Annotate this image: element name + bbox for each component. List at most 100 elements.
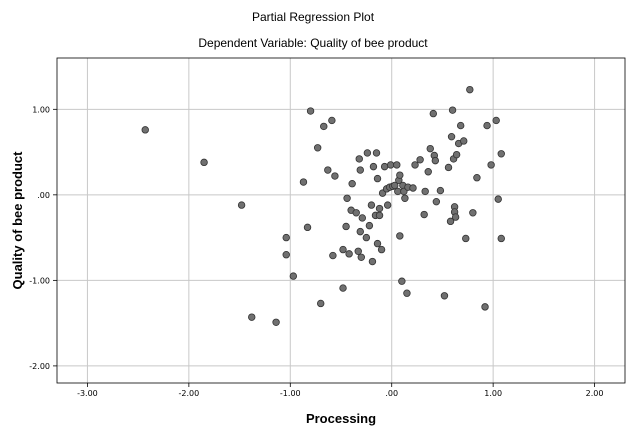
- data-point: [473, 174, 481, 182]
- data-point: [460, 137, 468, 145]
- data-point: [354, 247, 362, 255]
- data-point: [481, 303, 489, 311]
- data-point: [456, 121, 465, 130]
- data-point: [352, 209, 360, 217]
- data-point: [355, 155, 363, 163]
- y-tick-label: .00: [37, 191, 50, 200]
- data-point: [369, 162, 378, 171]
- data-point: [431, 156, 440, 165]
- data-point: [469, 209, 477, 217]
- data-point: [358, 214, 366, 222]
- data-point: [426, 144, 434, 153]
- x-tick-label: -1.00: [280, 389, 301, 398]
- data-point: [373, 239, 382, 248]
- data-point: [451, 213, 460, 221]
- data-point: [452, 150, 461, 159]
- data-point: [393, 161, 401, 169]
- axis-ticks: -3.00 -2.00 -1.00 .00 1.00 2.00 1.00 .00 -1.00 -2…: [29, 105, 603, 398]
- y-axis-title: Quality of bee product: [10, 151, 25, 290]
- data-point: [411, 161, 419, 169]
- data-point: [282, 251, 290, 259]
- data-point: [497, 234, 505, 243]
- data-point: [387, 161, 395, 169]
- data-point: [328, 116, 336, 125]
- data-point: [494, 195, 502, 203]
- data-point: [375, 204, 384, 213]
- data-point: [440, 292, 449, 300]
- x-tick-label: 2.00: [586, 389, 604, 398]
- data-point: [299, 178, 308, 186]
- data-point: [368, 257, 377, 266]
- y-tick-label: -2.00: [29, 362, 50, 371]
- data-point: [362, 233, 371, 242]
- data-point: [356, 227, 364, 236]
- data-point: [303, 223, 312, 232]
- data-point: [446, 217, 455, 226]
- data-point: [356, 166, 364, 174]
- data-point: [420, 210, 428, 219]
- data-point: [367, 201, 376, 209]
- data-point: [394, 187, 402, 196]
- data-point: [339, 284, 347, 292]
- data-point: [448, 106, 457, 114]
- data-point: [372, 149, 381, 157]
- data-point: [317, 299, 325, 308]
- data-point: [483, 121, 491, 130]
- data-points: [141, 85, 505, 326]
- data-point: [396, 171, 404, 179]
- data-point: [343, 194, 351, 202]
- data-point: [462, 234, 470, 243]
- data-point: [363, 149, 372, 157]
- data-point: [329, 251, 337, 260]
- data-point: [339, 245, 347, 254]
- data-point: [416, 156, 424, 164]
- x-tick-label: -3.00: [77, 389, 98, 398]
- data-point: [383, 201, 392, 209]
- data-point: [373, 174, 382, 183]
- data-point: [444, 163, 453, 172]
- data-point: [429, 109, 437, 118]
- data-point: [289, 272, 298, 280]
- x-axis-title: Processing: [306, 411, 376, 426]
- x-tick-label: 1.00: [484, 389, 502, 398]
- data-point: [424, 168, 432, 176]
- data-point: [401, 194, 409, 202]
- data-point: [375, 211, 384, 220]
- y-tick-label: 1.00: [32, 105, 50, 114]
- data-point: [357, 253, 365, 261]
- data-point: [487, 161, 495, 169]
- data-point: [306, 107, 315, 115]
- y-tick-label: -1.00: [29, 276, 50, 285]
- data-point: [248, 313, 256, 321]
- data-point: [365, 221, 374, 230]
- data-point: [391, 181, 399, 190]
- data-point: [492, 116, 500, 125]
- data-point: [200, 158, 208, 167]
- data-point: [447, 132, 456, 141]
- data-point: [324, 166, 332, 174]
- data-point: [436, 186, 445, 195]
- data-point: [272, 318, 280, 326]
- data-point: [466, 85, 474, 94]
- data-point: [377, 245, 386, 254]
- data-point: [313, 144, 322, 152]
- data-point: [380, 162, 389, 171]
- data-point: [432, 197, 441, 206]
- data-point: [331, 172, 339, 180]
- data-point: [237, 201, 246, 209]
- data-point: [342, 222, 350, 231]
- data-point: [398, 277, 406, 285]
- x-tick-label: -2.00: [179, 389, 200, 398]
- data-point: [497, 150, 505, 158]
- data-point: [141, 126, 149, 134]
- data-point: [396, 232, 404, 240]
- chart-title: Partial Regression Plot: [251, 10, 375, 24]
- data-point: [348, 180, 356, 188]
- data-point: [409, 184, 417, 192]
- chart-subtitle: Dependent Variable: Quality of bee produ…: [198, 36, 428, 50]
- grid-lines: [57, 58, 625, 383]
- x-tick-label: .00: [385, 389, 398, 398]
- data-point: [282, 233, 290, 242]
- data-point: [403, 289, 411, 297]
